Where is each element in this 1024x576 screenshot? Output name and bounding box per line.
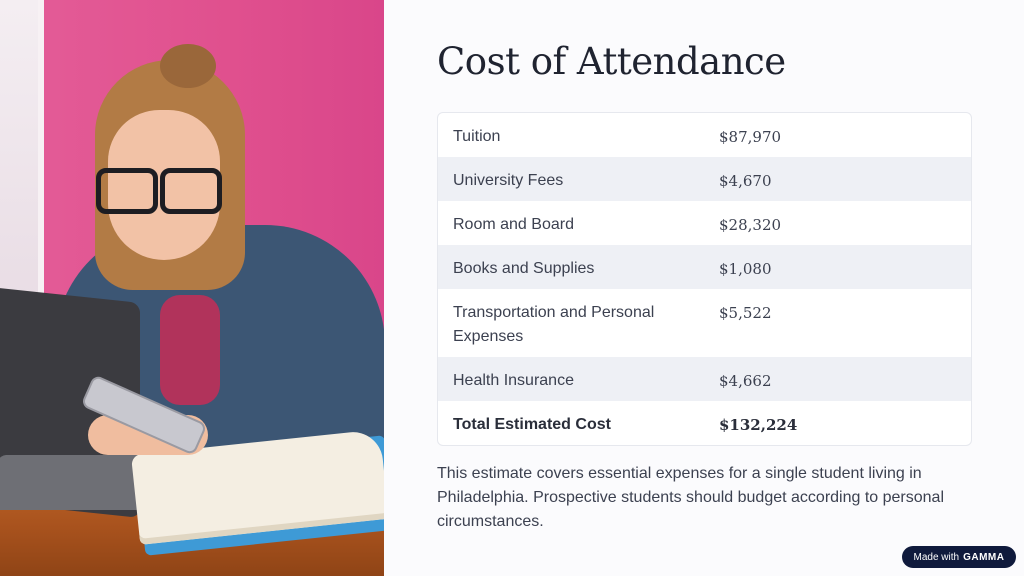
item-label: Tuition <box>453 128 501 145</box>
glasses <box>96 168 226 214</box>
total-label: Total Estimated Cost <box>453 416 611 433</box>
item-cost: $4,662 <box>719 372 772 390</box>
table-row: Room and Board $28,320 <box>438 201 971 245</box>
item-cost: $5,522 <box>719 304 772 322</box>
item-label: Transportation and Personal Expenses <box>453 304 655 345</box>
gamma-logo: GAMMA <box>963 551 1005 563</box>
item-label: University Fees <box>453 172 564 189</box>
table-row: Health Insurance $4,662 <box>438 357 971 401</box>
made-with-gamma-badge[interactable]: Made with GAMMA <box>902 546 1016 568</box>
page-title: Cost of Attendance <box>437 40 786 83</box>
item-cost: $28,320 <box>719 216 782 234</box>
total-row: Total Estimated Cost $132,224 <box>438 401 971 445</box>
badge-prefix: Made with <box>913 551 960 563</box>
cost-table: Tuition $87,970 University Fees $4,670 R… <box>437 112 972 446</box>
item-cost: $4,670 <box>719 172 772 190</box>
total-cost: $132,224 <box>719 416 798 434</box>
footnote-text: This estimate covers essential expenses … <box>437 465 944 530</box>
student-photo <box>0 0 384 576</box>
window-frame <box>0 0 44 300</box>
table-row: University Fees $4,670 <box>438 157 971 201</box>
item-label: Books and Supplies <box>453 260 595 277</box>
hair-bun <box>160 44 216 88</box>
table-row: Transportation and Personal Expenses $5,… <box>438 289 971 357</box>
item-cost: $1,080 <box>719 260 772 278</box>
item-label: Room and Board <box>453 216 574 233</box>
item-cost: $87,970 <box>719 128 782 146</box>
table-row: Tuition $87,970 <box>438 113 971 157</box>
item-label: Health Insurance <box>453 372 574 389</box>
pink-shirt <box>160 295 220 405</box>
table-row: Books and Supplies $1,080 <box>438 245 971 289</box>
